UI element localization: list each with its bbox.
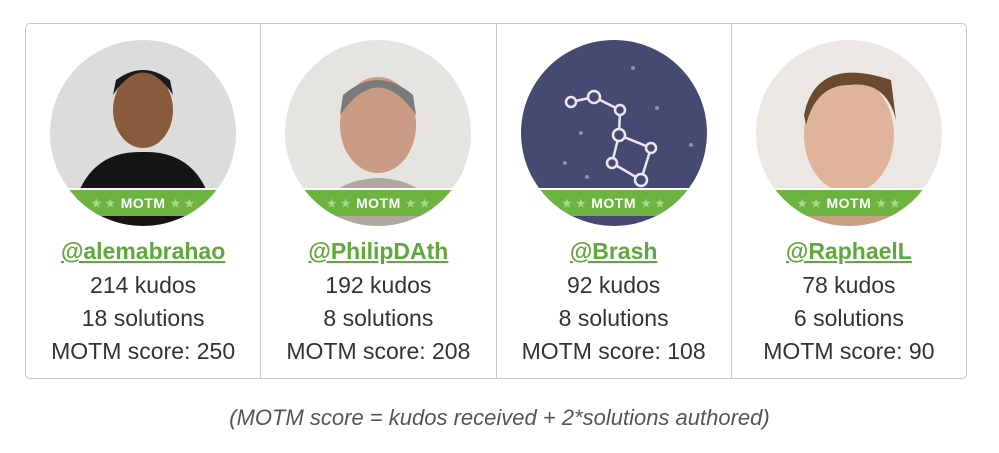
member-card: ★ ★ MOTM ★ ★ @Brash 92 kudos 8 solutions M… — [497, 24, 732, 378]
member-card: ★ ★ MOTM ★ ★ @PhilipDAth 192 kudos 8 solut… — [261, 24, 497, 378]
kudos-count: 78 kudos — [802, 272, 896, 298]
score-formula-caption: (MOTM score = kudos received + 2*solutio… — [229, 405, 770, 430]
motm-score: MOTM score: 208 — [286, 338, 471, 364]
avatar[interactable]: ★ ★ MOTM ★ ★ — [50, 40, 237, 226]
motm-badge: ★ ★ MOTM ★ ★ — [285, 188, 472, 216]
avatar[interactable]: ★ ★ MOTM ★ ★ — [520, 40, 707, 226]
constellation-icon — [562, 66, 693, 188]
motm-score: MOTM score: 90 — [763, 338, 935, 364]
motm-leaderboard: ★ ★ MOTM ★ ★ @alemabrahao 214 kudos 18 sol… — [25, 23, 967, 379]
solutions-count: 6 solutions — [793, 305, 904, 331]
kudos-count: 92 kudos — [566, 272, 661, 298]
avatar[interactable]: ★ ★ MOTM ★ ★ — [755, 40, 942, 226]
avatar[interactable]: ★ ★ MOTM ★ ★ — [285, 40, 472, 226]
motm-score: MOTM score: 250 — [51, 338, 236, 364]
member-handle-link[interactable]: @Brash — [569, 238, 658, 264]
member-card: ★ ★ MOTM ★ ★ @RaphaelL 78 kudos 6 solution… — [732, 24, 966, 378]
kudos-count: 214 kudos — [90, 272, 197, 298]
motm-badge: ★ ★ MOTM ★ ★ — [755, 188, 942, 216]
solutions-count: 18 solutions — [81, 305, 205, 331]
member-card: ★ ★ MOTM ★ ★ @alemabrahao 214 kudos 18 sol… — [26, 24, 262, 378]
member-handle-link[interactable]: @RaphaelL — [785, 238, 912, 264]
kudos-count: 192 kudos — [325, 272, 432, 298]
motm-badge: ★ ★ MOTM ★ ★ — [50, 188, 237, 216]
solutions-count: 8 solutions — [323, 305, 434, 331]
member-handle-link[interactable]: @alemabrahao — [60, 238, 226, 264]
motm-badge: ★ ★ MOTM ★ ★ — [520, 188, 707, 216]
motm-score: MOTM score: 108 — [521, 338, 706, 364]
member-handle-link[interactable]: @PhilipDAth — [308, 238, 449, 264]
solutions-count: 8 solutions — [558, 305, 669, 331]
